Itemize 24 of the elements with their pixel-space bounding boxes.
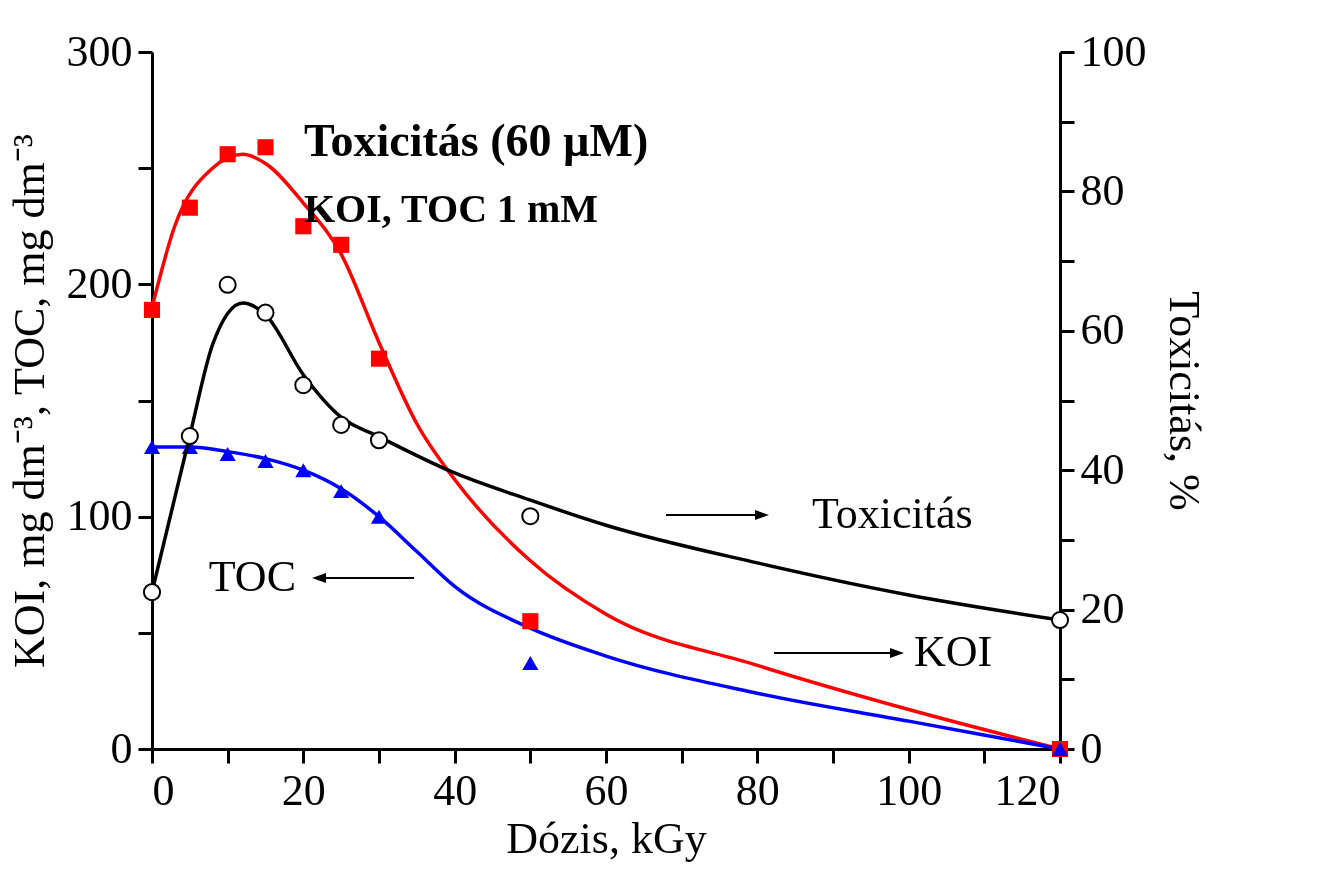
annotation: Toxicitás [812,489,973,538]
y2-axis-title: Toxicitás, % [1159,291,1209,511]
annotation: Toxicitás (60 µM) [304,115,649,166]
x-tick-label: 80 [735,765,780,815]
x-tick-label: 60 [584,765,629,815]
y2-tick-label: 80 [1080,165,1125,215]
y2-tick-label: 20 [1080,584,1125,634]
y-tick-label: 100 [66,491,133,541]
x-axis-title: Dózis, kGy [506,813,707,863]
x-tick-label: 0 [152,765,175,815]
annotation: KOI [914,627,993,676]
x-tick-label: 100 [876,765,943,815]
y-tick-label: 200 [66,258,133,308]
y-axis-title: KOI, mg dm⁻³, TOC, mg dm⁻³ [4,134,54,668]
x-tick-label: 40 [433,765,478,815]
annotation: TOC [208,552,296,601]
y-tick-label: 300 [66,26,133,76]
x-tick-label: 120 [994,765,1061,815]
y2-tick-label: 0 [1080,723,1103,773]
y2-tick-label: 60 [1080,305,1125,355]
y2-tick-label: 40 [1080,444,1125,494]
y-tick-label: 0 [110,723,133,773]
y2-tick-label: 100 [1080,26,1147,76]
x-tick-label: 20 [281,765,326,815]
